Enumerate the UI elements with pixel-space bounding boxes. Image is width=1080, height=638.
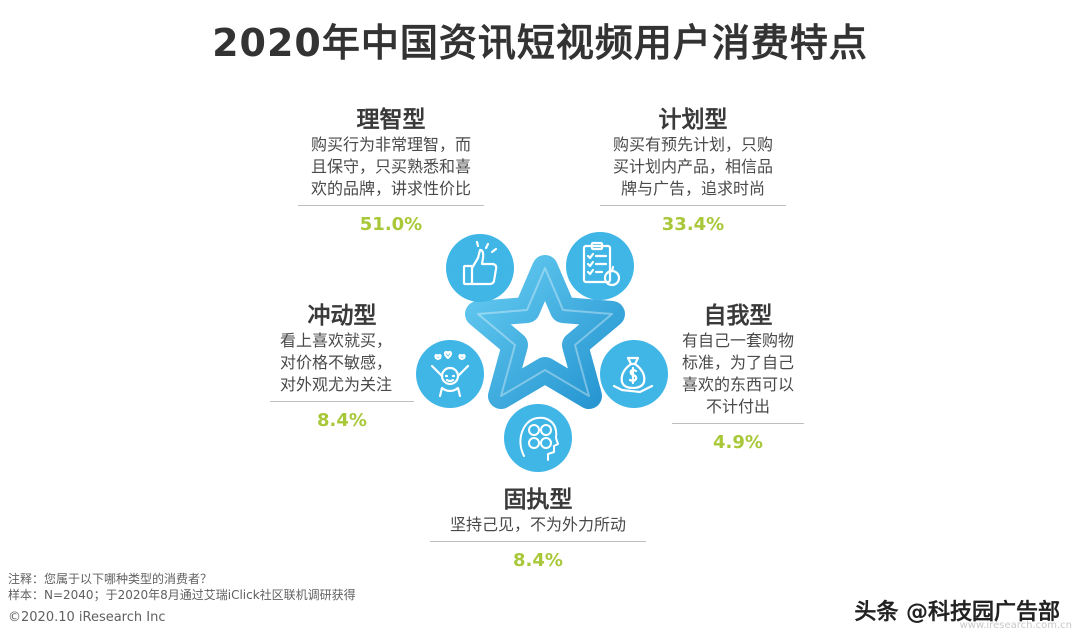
type-desc: 有自己一套购物 标准，为了自己 喜欢的东西可以 不计付出	[681, 331, 794, 416]
site-url: www.iresearch.com.cn	[959, 620, 1072, 631]
type-desc: 购买行为非常理智，而 且保守，只买熟悉和喜 欢的品牌，讲求性价比	[310, 135, 471, 198]
divider	[672, 423, 804, 424]
watermark: 头条 @科技园广告部	[854, 600, 1060, 625]
type-self: 自我型 有自己一套购物 标准，为了自己 喜欢的东西可以 不计付出 4.9%	[672, 296, 804, 453]
type-name: 计划型	[658, 107, 728, 133]
faces-icon	[504, 404, 572, 472]
type-desc: 坚持己见，不为外力所动	[449, 515, 626, 534]
type-percent: 8.4%	[317, 410, 367, 431]
celebrating-person-icon	[416, 340, 484, 408]
type-stubborn: 固执型 坚持己见，不为外力所动 8.4%	[430, 480, 646, 571]
type-rational: 理智型 购买行为非常理智，而 且保守，只买熟悉和喜 欢的品牌，讲求性价比 51.…	[298, 100, 484, 235]
footnote-question: 注释：您属于以下哪种类型的消费者？	[8, 572, 213, 586]
type-percent: 33.4%	[661, 214, 725, 235]
type-name: 冲动型	[307, 303, 377, 329]
divider	[270, 401, 414, 402]
type-planned: 计划型 购买有预先计划，只购 买计划内产品，相信品 牌与广告，追求时尚 33.4…	[600, 100, 786, 235]
copyright: ©2020.10 iResearch Inc	[8, 610, 166, 625]
checklist-icon	[566, 232, 634, 300]
divider	[600, 205, 786, 206]
type-desc: 看上喜欢就买， 对价格不敏感， 对外观尤为关注	[280, 331, 393, 394]
type-percent: 8.4%	[513, 550, 563, 571]
type-name: 自我型	[703, 303, 773, 329]
type-name: 理智型	[356, 107, 426, 133]
type-impulsive: 冲动型 看上喜欢就买， 对价格不敏感， 对外观尤为关注 8.4%	[270, 296, 414, 431]
money-bag-icon	[600, 340, 668, 408]
divider	[430, 541, 646, 542]
divider	[298, 205, 484, 206]
footnote-sample: 样本：N=2040；于2020年8月通过艾瑞iClick社区联机调研获得	[8, 588, 356, 602]
type-percent: 4.9%	[713, 432, 763, 453]
type-percent: 51.0%	[359, 214, 423, 235]
type-desc: 购买有预先计划，只购 买计划内产品，相信品 牌与广告，追求时尚	[612, 135, 773, 198]
type-name: 固执型	[503, 487, 573, 513]
thumbs-up-icon	[446, 234, 514, 302]
page-title: 2020年中国资讯短视频用户消费特点	[212, 21, 868, 65]
